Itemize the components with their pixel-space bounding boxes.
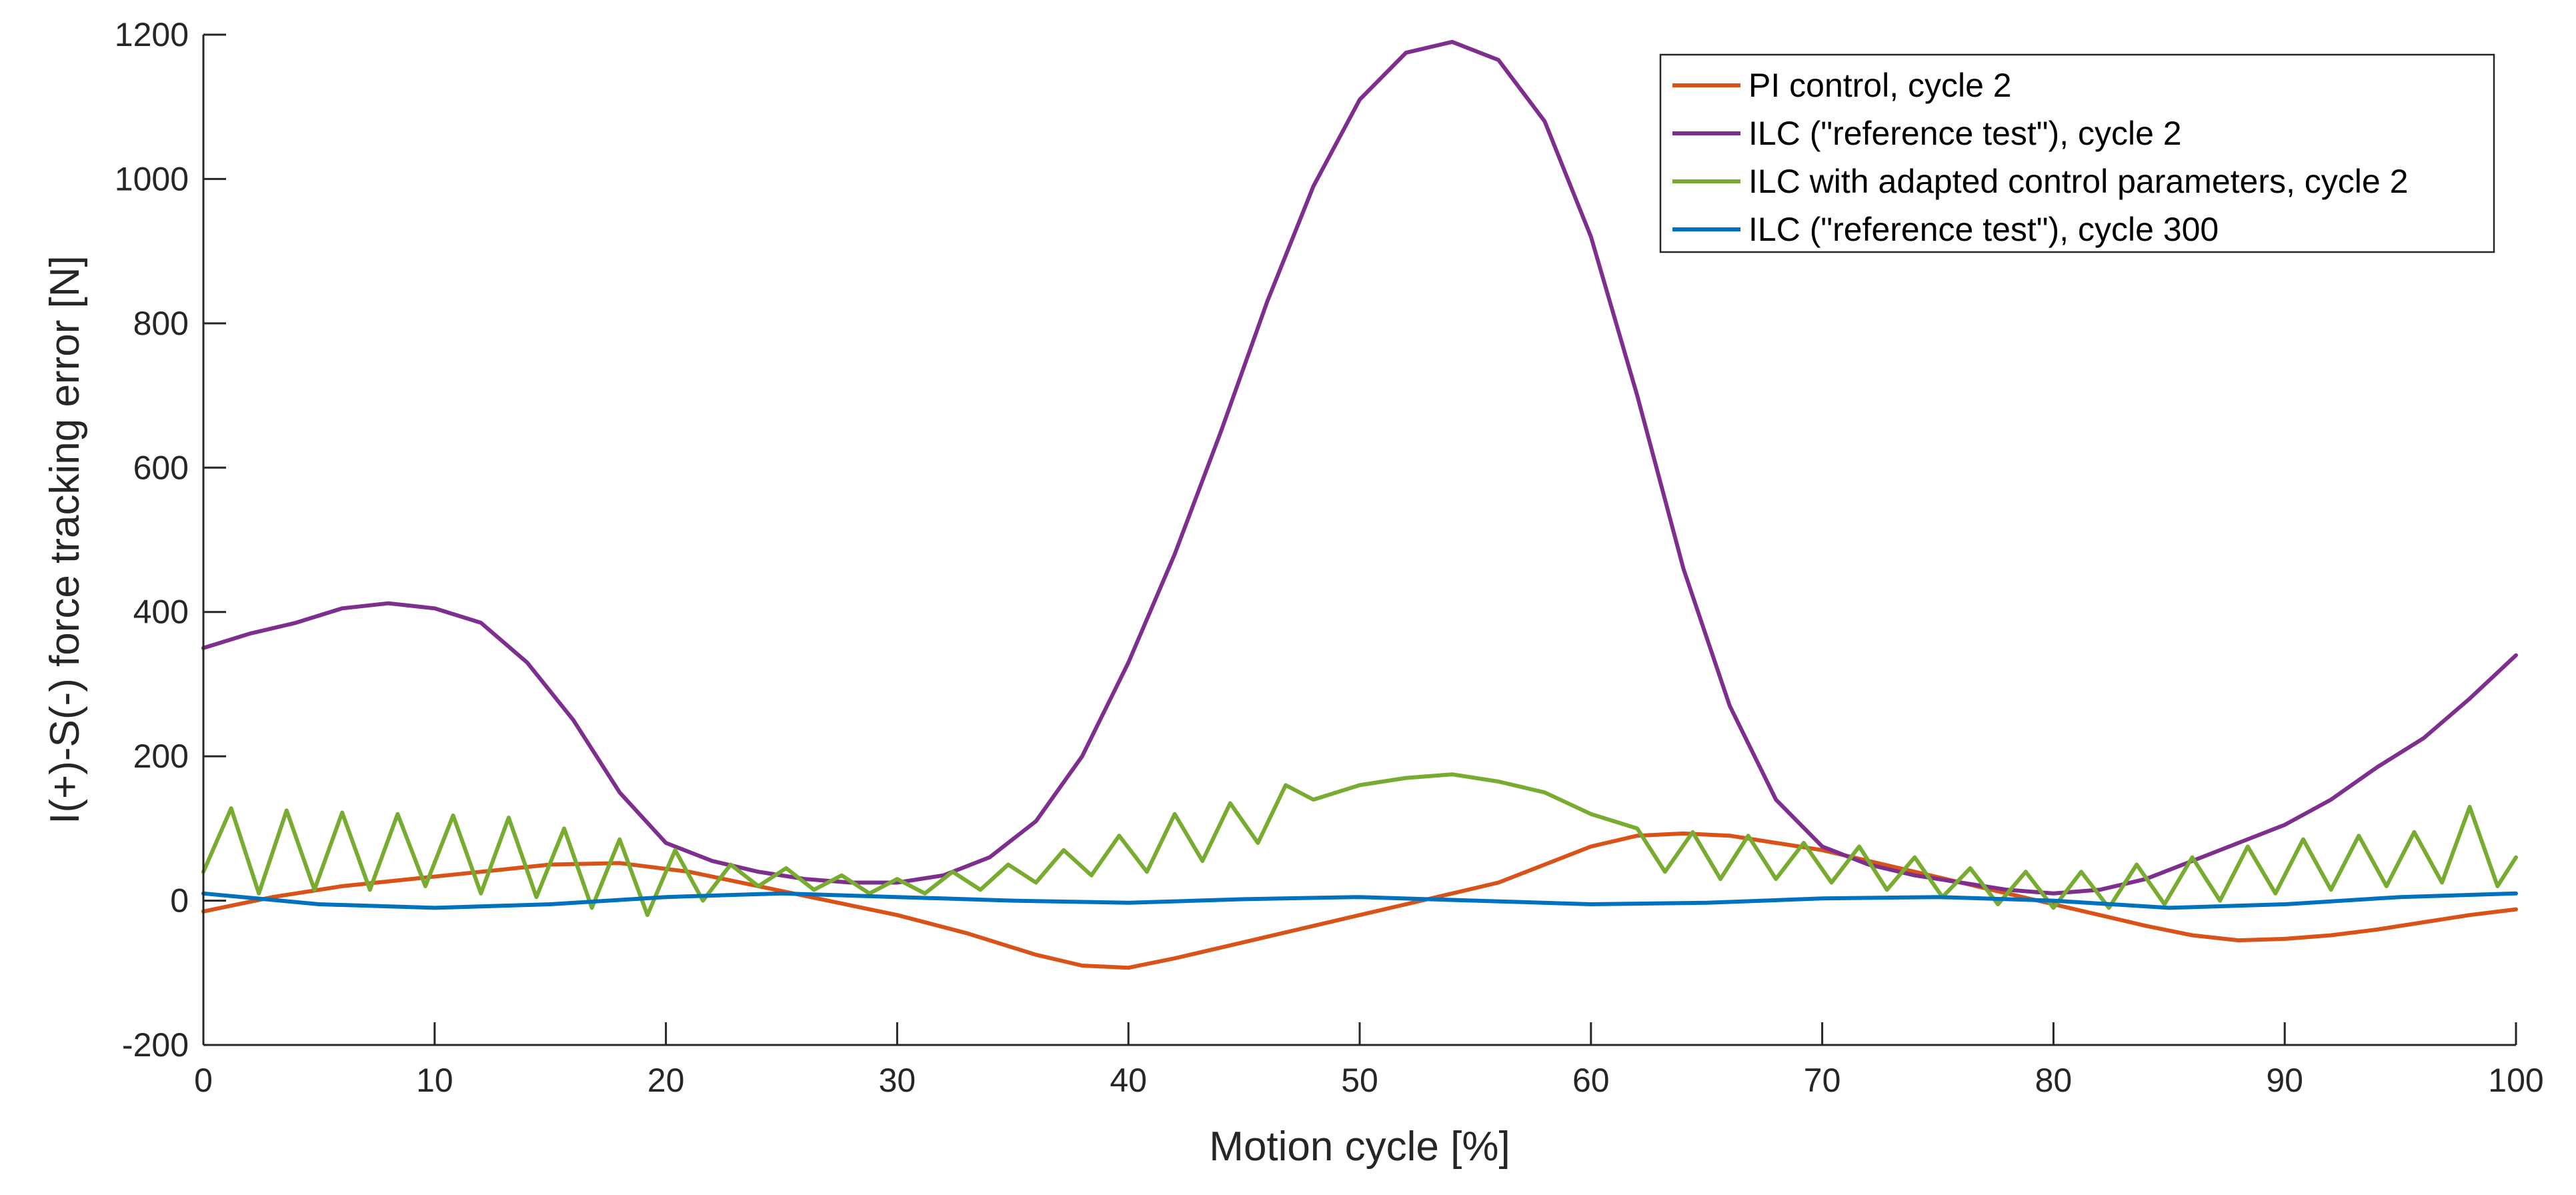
series-line-3 xyxy=(201,772,2518,918)
y-tick-label: -200 xyxy=(122,1026,189,1064)
series-line-4 xyxy=(201,891,2518,910)
x-tick-label: 20 xyxy=(648,1062,685,1099)
series-line-1 xyxy=(201,831,2518,970)
x-tick-label: 70 xyxy=(1804,1062,1841,1099)
y-tick-label: 800 xyxy=(133,305,189,342)
legend-label-1: PI control, cycle 2 xyxy=(1748,67,2012,104)
y-tick-label: 1200 xyxy=(115,16,189,53)
legend-label-4: ILC ("reference test"), cycle 300 xyxy=(1748,211,2219,248)
axes xyxy=(202,33,2517,1046)
y-tick-label: 200 xyxy=(133,738,189,775)
x-tick-label: 30 xyxy=(879,1062,916,1099)
x-tick-label: 50 xyxy=(1341,1062,1378,1099)
series-layer xyxy=(201,39,2518,970)
x-tick-label: 100 xyxy=(2488,1062,2543,1099)
series-line-2 xyxy=(201,39,2518,896)
x-axis-label: Motion cycle [%] xyxy=(1209,1124,1510,1170)
y-tick-label: 0 xyxy=(170,882,189,920)
x-tick-label: 0 xyxy=(194,1062,213,1099)
x-tick-label: 90 xyxy=(2266,1062,2303,1099)
y-axis-label: I(+)-S(-) force tracking error [N] xyxy=(42,255,88,824)
y-tick-label: 600 xyxy=(133,449,189,486)
legend-label-3: ILC with adapted control parameters, cyc… xyxy=(1748,163,2408,200)
legend-label-2: ILC ("reference test"), cycle 2 xyxy=(1748,115,2182,152)
x-tick-label: 10 xyxy=(416,1062,453,1099)
x-tick-label: 40 xyxy=(1110,1062,1147,1099)
x-tick-label: 80 xyxy=(2035,1062,2073,1099)
x-tick-label: 60 xyxy=(1572,1062,1610,1099)
y-tick-label: 1000 xyxy=(115,160,189,197)
y-tick-label: 400 xyxy=(133,593,189,631)
legend: PI control, cycle 2 ILC ("reference test"… xyxy=(1659,53,2495,253)
legend-box xyxy=(1659,53,2495,253)
tick-labels: 0 10 20 30 40 50 60 70 80 90 100-20002004006008001… xyxy=(115,16,2544,1099)
